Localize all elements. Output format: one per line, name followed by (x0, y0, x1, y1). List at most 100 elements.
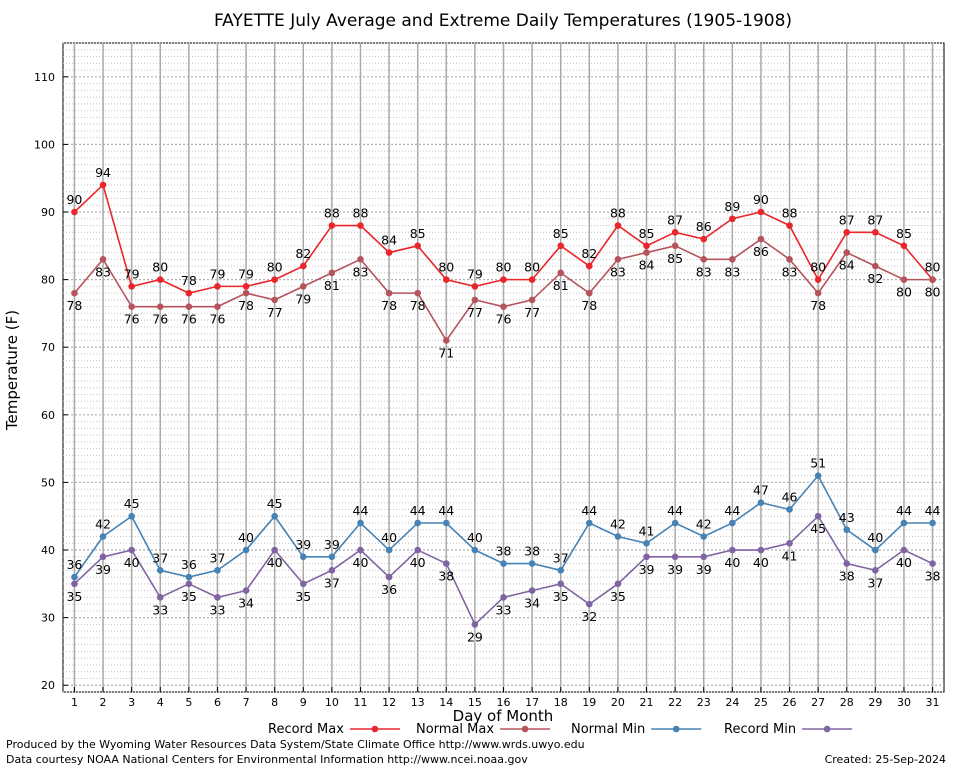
data-label: 76 (210, 312, 226, 327)
data-label: 38 (839, 569, 855, 584)
x-tick-label: 19 (582, 696, 596, 709)
data-label: 37 (553, 550, 569, 565)
data-label: 44 (667, 503, 683, 518)
data-label: 81 (553, 278, 569, 293)
x-tick-label: 2 (100, 696, 107, 709)
x-tick-label: 10 (325, 696, 339, 709)
data-label: 87 (839, 212, 855, 227)
y-axis-ticks: 20 30 40 50 60 70 80 90 100 110 (34, 71, 68, 692)
x-tick-label: 3 (128, 696, 135, 709)
data-label: 40 (238, 530, 254, 545)
data-point (500, 276, 507, 283)
legend-item: Normal Min (571, 722, 702, 737)
data-label: 88 (353, 206, 369, 221)
data-label: 36 (181, 557, 197, 572)
data-point (128, 303, 135, 310)
x-tick-label: 18 (554, 696, 568, 709)
data-point (271, 276, 278, 283)
data-label: 40 (124, 555, 140, 570)
data-point (900, 276, 908, 283)
data-label: 85 (667, 251, 683, 266)
data-label: 46 (782, 489, 798, 504)
data-label: 40 (867, 530, 883, 545)
data-label: 79 (124, 266, 140, 281)
data-label: 80 (925, 260, 941, 275)
data-point (299, 553, 307, 561)
data-point (586, 262, 593, 270)
data-label: 89 (724, 199, 740, 214)
data-label: 76 (496, 312, 512, 327)
x-tick-label: 13 (411, 696, 425, 709)
data-label: 44 (724, 503, 740, 518)
y-tick-label: 100 (34, 138, 55, 151)
data-label: 35 (553, 589, 569, 604)
data-label: 42 (610, 517, 626, 532)
data-label: 87 (867, 212, 883, 227)
legend: Record Max Normal Max Normal Min Record Min (268, 722, 853, 737)
data-label: 36 (66, 557, 82, 572)
data-label: 47 (753, 483, 769, 498)
data-point (528, 560, 536, 567)
data-point (614, 222, 622, 229)
x-tick-label: 21 (640, 696, 654, 709)
data-label: 43 (839, 510, 855, 525)
data-point (156, 567, 164, 574)
data-point (442, 519, 450, 527)
data-label: 35 (181, 589, 197, 604)
data-point (786, 539, 793, 547)
data-point (843, 228, 851, 236)
data-point (700, 235, 708, 243)
data-point (214, 283, 221, 290)
legend-label: Record Max (268, 722, 344, 737)
legend-label: Normal Max (416, 722, 494, 737)
data-point (671, 228, 679, 236)
data-label: 80 (496, 260, 512, 275)
data-label: 78 (810, 298, 826, 313)
data-point (586, 600, 593, 608)
y-tick-label: 110 (34, 71, 55, 84)
data-label: 33 (496, 602, 512, 617)
x-tick-label: 25 (754, 696, 768, 709)
data-label: 34 (238, 596, 254, 611)
data-point (414, 289, 421, 297)
data-label: 40 (353, 555, 369, 570)
data-point (471, 283, 479, 290)
data-point (872, 567, 879, 574)
data-point (843, 249, 851, 256)
y-tick-label: 30 (41, 612, 55, 625)
data-point (643, 242, 650, 250)
data-label: 38 (496, 544, 512, 559)
data-point (385, 289, 393, 297)
data-label: 79 (210, 266, 226, 281)
data-point (614, 256, 622, 263)
data-label: 78 (238, 298, 254, 313)
data-label: 37 (867, 575, 883, 590)
data-label: 45 (124, 496, 140, 511)
data-label: 44 (581, 503, 597, 518)
data-label: 80 (896, 285, 912, 300)
legend-swatch-marker (521, 725, 529, 733)
data-point (357, 256, 364, 263)
data-label: 37 (324, 575, 340, 590)
data-label: 82 (581, 246, 597, 261)
x-tick-label: 11 (353, 696, 367, 709)
data-label: 44 (353, 503, 369, 518)
data-point (414, 242, 421, 250)
data-point (442, 276, 450, 283)
data-point (757, 546, 765, 554)
series-record-min: 35 39 40 33 35 33 34 40 35 37 40 36 40 38 29 33 34 35 32 35… (66, 512, 941, 644)
data-label: 51 (810, 456, 826, 471)
data-label: 35 (295, 589, 311, 604)
series-layer: 90 94 79 80 78 79 79 80 82 88 88 84 85 80 79 80 80 85 82 88… (66, 165, 940, 644)
data-point (471, 546, 479, 554)
data-point (872, 546, 879, 554)
x-tick-label: 24 (725, 696, 739, 709)
data-point (156, 303, 164, 310)
data-point (328, 222, 336, 229)
data-point (814, 276, 822, 283)
data-label: 45 (267, 496, 283, 511)
data-point (385, 573, 393, 581)
x-tick-label: 6 (214, 696, 221, 709)
data-point (929, 560, 936, 567)
data-point (156, 276, 164, 283)
